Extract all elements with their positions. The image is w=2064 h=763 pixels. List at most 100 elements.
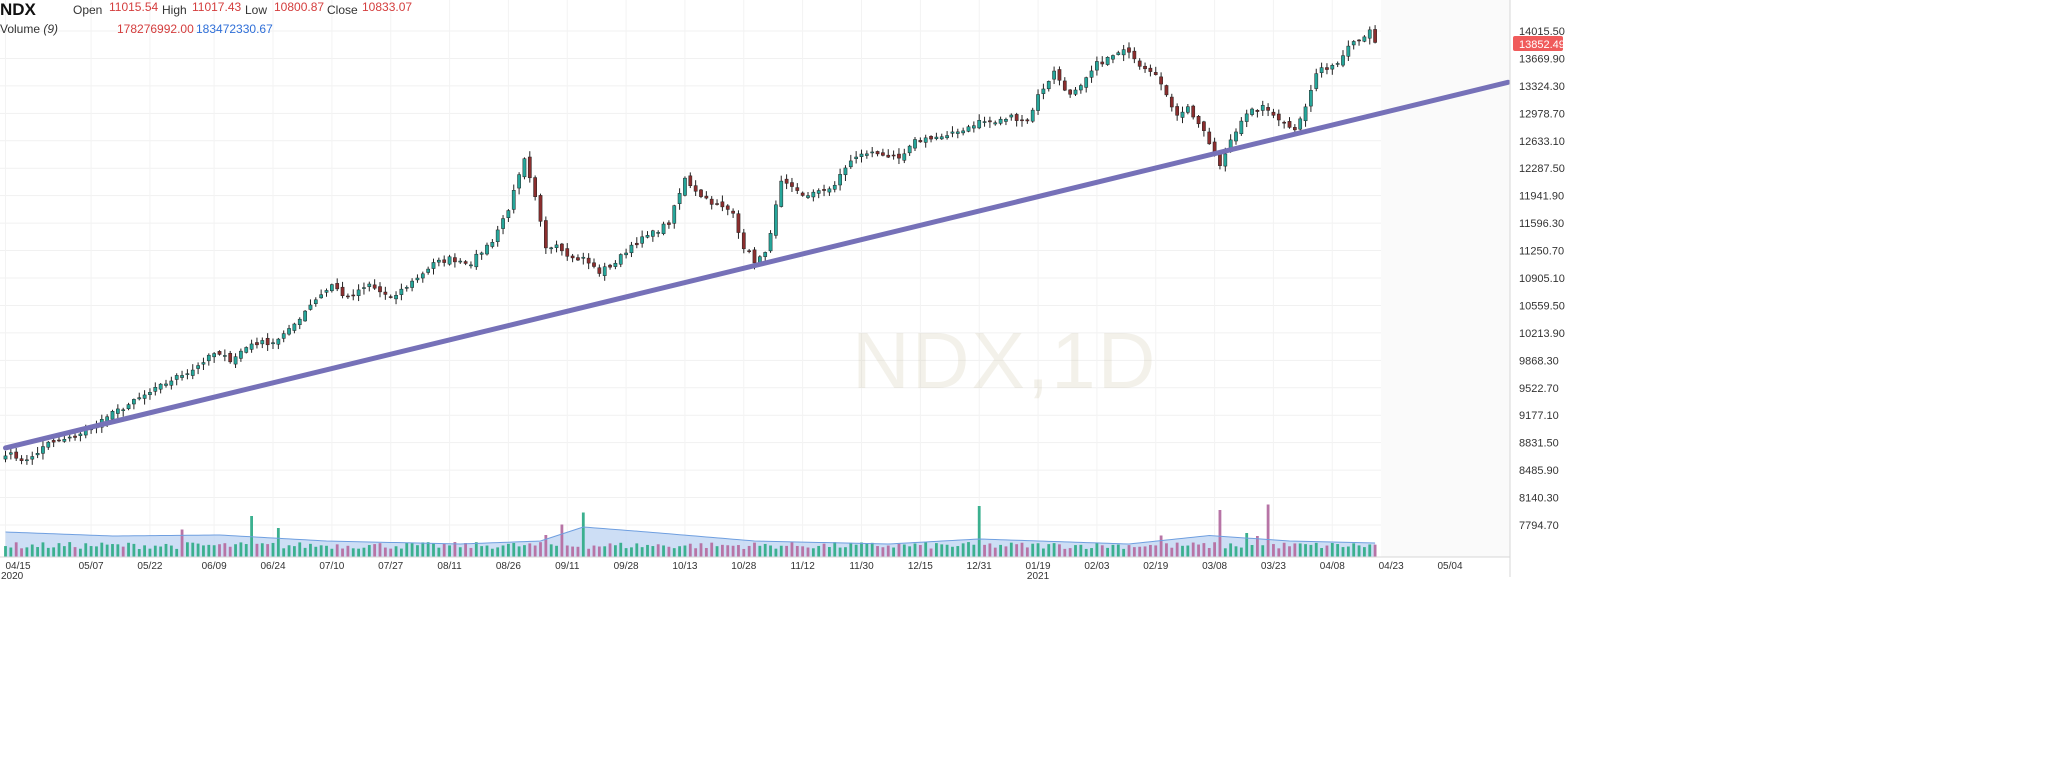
candle-body[interactable] bbox=[19, 458, 24, 461]
candle-body[interactable] bbox=[811, 191, 816, 198]
candle-body[interactable] bbox=[838, 174, 842, 186]
candle-body[interactable] bbox=[527, 156, 532, 179]
candle-body[interactable] bbox=[683, 177, 687, 196]
candle-body[interactable] bbox=[453, 257, 457, 263]
candle-body[interactable] bbox=[501, 218, 505, 229]
candle-body[interactable] bbox=[736, 213, 741, 233]
candle-body[interactable] bbox=[3, 455, 8, 460]
candle-body[interactable] bbox=[827, 188, 832, 193]
candle-body[interactable] bbox=[14, 451, 19, 459]
candle-body[interactable] bbox=[1143, 65, 1147, 70]
candle-body[interactable] bbox=[945, 135, 949, 139]
candle-body[interactable] bbox=[388, 296, 393, 298]
candle-body[interactable] bbox=[73, 435, 77, 438]
candle-body[interactable] bbox=[271, 342, 275, 345]
candle-body[interactable] bbox=[346, 295, 350, 298]
candle-body[interactable] bbox=[420, 273, 425, 279]
candle-body[interactable] bbox=[581, 256, 586, 259]
candle-body[interactable] bbox=[158, 383, 163, 390]
candle-body[interactable] bbox=[206, 354, 211, 362]
candle-body[interactable] bbox=[1121, 49, 1126, 56]
candle-body[interactable] bbox=[362, 287, 366, 289]
candle-body[interactable] bbox=[1239, 120, 1244, 134]
candle-body[interactable] bbox=[1207, 131, 1212, 145]
candle-body[interactable] bbox=[822, 189, 826, 191]
candle-body[interactable] bbox=[1266, 107, 1270, 111]
candle-body[interactable] bbox=[1367, 29, 1372, 39]
candle-body[interactable] bbox=[1362, 36, 1367, 42]
candle-body[interactable] bbox=[993, 122, 998, 125]
candle-body[interactable] bbox=[1180, 111, 1185, 118]
candle-body[interactable] bbox=[1298, 118, 1303, 130]
candle-body[interactable] bbox=[281, 333, 286, 339]
candle-body[interactable] bbox=[1041, 88, 1046, 94]
candle-body[interactable] bbox=[752, 249, 757, 264]
candle-body[interactable] bbox=[891, 154, 896, 157]
candle-body[interactable] bbox=[549, 247, 554, 250]
candle-body[interactable] bbox=[715, 203, 719, 205]
candle-body[interactable] bbox=[1057, 69, 1062, 81]
candle-body[interactable] bbox=[918, 140, 923, 143]
candle-body[interactable] bbox=[1196, 116, 1201, 125]
candle-body[interactable] bbox=[511, 190, 516, 210]
candle-body[interactable] bbox=[1319, 67, 1324, 74]
candle-body[interactable] bbox=[597, 267, 602, 274]
candle-body[interactable] bbox=[1116, 52, 1121, 55]
candle-body[interactable] bbox=[223, 355, 227, 357]
candle-body[interactable] bbox=[1132, 50, 1137, 60]
candle-body[interactable] bbox=[340, 286, 345, 297]
candle-body[interactable] bbox=[324, 290, 329, 293]
candle-body[interactable] bbox=[1202, 121, 1206, 131]
candle-body[interactable] bbox=[255, 342, 259, 346]
candle-body[interactable] bbox=[538, 195, 543, 222]
candle-body[interactable] bbox=[950, 131, 955, 134]
candle-body[interactable] bbox=[244, 347, 249, 353]
candle-body[interactable] bbox=[287, 328, 291, 335]
candle-body[interactable] bbox=[35, 453, 40, 456]
candle-body[interactable] bbox=[779, 180, 784, 207]
candle-body[interactable] bbox=[239, 350, 243, 359]
candle-body[interactable] bbox=[699, 189, 703, 197]
candle-body[interactable] bbox=[1351, 41, 1356, 46]
candle-body[interactable] bbox=[934, 136, 939, 139]
candle-body[interactable] bbox=[228, 353, 233, 363]
candle-body[interactable] bbox=[1282, 121, 1287, 124]
candle-body[interactable] bbox=[351, 294, 356, 297]
trend-line[interactable] bbox=[3, 79, 1511, 451]
candle-body[interactable] bbox=[372, 284, 377, 289]
candle-body[interactable] bbox=[233, 356, 238, 365]
candle-body[interactable] bbox=[1111, 55, 1115, 60]
candle-body[interactable] bbox=[367, 283, 372, 287]
candle-body[interactable] bbox=[848, 160, 853, 168]
candle-body[interactable] bbox=[1137, 60, 1142, 67]
candle-body[interactable] bbox=[308, 304, 313, 310]
candle-body[interactable] bbox=[667, 222, 671, 225]
candle-body[interactable] bbox=[1309, 90, 1313, 107]
candle-body[interactable] bbox=[292, 323, 297, 331]
candle-body[interactable] bbox=[169, 380, 174, 386]
candle-body[interactable] bbox=[1223, 153, 1228, 167]
candle-body[interactable] bbox=[25, 459, 29, 462]
candle-body[interactable] bbox=[1073, 89, 1078, 95]
candle-body[interactable] bbox=[51, 440, 56, 443]
candle-body[interactable] bbox=[1335, 63, 1340, 65]
candle-body[interactable] bbox=[544, 220, 548, 249]
candle-body[interactable] bbox=[1346, 45, 1351, 57]
candle-body[interactable] bbox=[1357, 39, 1361, 42]
candle-body[interactable] bbox=[763, 252, 768, 257]
candle-body[interactable] bbox=[46, 441, 51, 448]
candle-body[interactable] bbox=[1373, 29, 1377, 43]
candle-body[interactable] bbox=[57, 439, 61, 442]
candle-body[interactable] bbox=[9, 452, 13, 455]
candle-body[interactable] bbox=[1030, 109, 1035, 122]
candle-body[interactable] bbox=[1046, 81, 1051, 90]
candle-body[interactable] bbox=[1314, 73, 1319, 89]
candle-body[interactable] bbox=[458, 260, 463, 263]
candle-body[interactable] bbox=[1244, 113, 1249, 122]
candle-body[interactable] bbox=[832, 184, 837, 190]
candle-body[interactable] bbox=[148, 392, 152, 395]
candle-body[interactable] bbox=[629, 244, 634, 254]
candle-body[interactable] bbox=[704, 195, 709, 199]
candle-body[interactable] bbox=[447, 256, 452, 265]
